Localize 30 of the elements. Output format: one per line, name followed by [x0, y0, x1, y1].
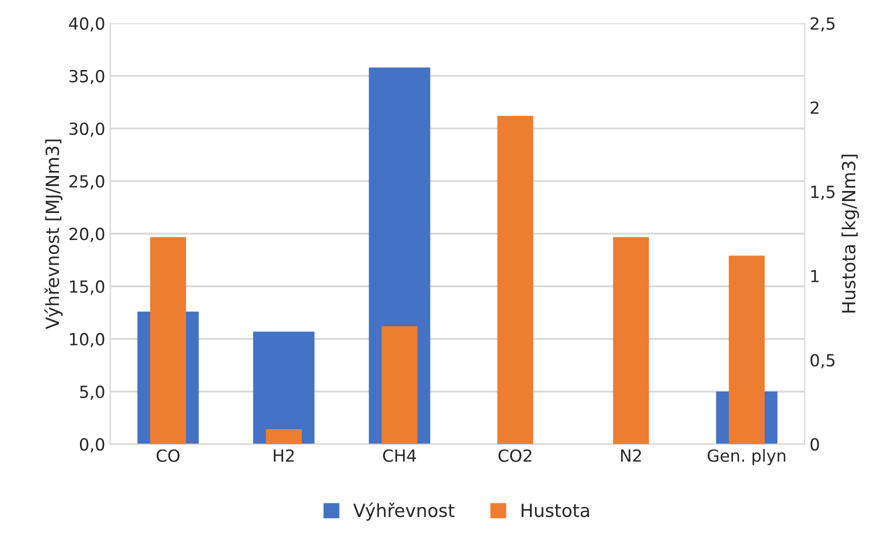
- x-tick-label: CO: [156, 449, 180, 462]
- y-tick-label: 35,0: [70, 70, 104, 84]
- x-tick-label: CH4: [383, 449, 416, 462]
- x-tick-label: CO2: [498, 449, 532, 462]
- y-tick-label: 0,0: [80, 438, 104, 452]
- y2-tick-label: 2: [810, 101, 818, 114]
- y-tick-label: 40,0: [69, 17, 104, 32]
- y2-tick-label: 0,5: [810, 354, 835, 368]
- y-axis-title: Výhřevnost [MJ/Nm3]: [44, 140, 63, 330]
- bar: [253, 332, 314, 444]
- y-tick-label: 15,0: [70, 280, 104, 295]
- bar: [382, 326, 418, 444]
- y-tick-label: 20,0: [69, 228, 104, 242]
- y-tick-label: 30,0: [70, 122, 104, 137]
- y-tick-label: 5,0: [80, 386, 104, 400]
- bar: [497, 116, 534, 444]
- x-tick-label: H2: [274, 449, 294, 462]
- x-tick-label: N2: [621, 449, 641, 462]
- y2-tick-label: 1: [811, 270, 819, 282]
- legend-label: Hustota: [522, 504, 589, 518]
- y2-tick-label: 0: [810, 438, 819, 451]
- legend-label: Výhřevnost: [353, 502, 454, 521]
- y-tick-label: 10,0: [70, 332, 104, 348]
- y2-axis-title: Hustota [kg/Nm3]: [842, 154, 860, 312]
- x-tick-label: Gen. plyn: [708, 449, 786, 466]
- bar: [613, 237, 649, 444]
- bar: [266, 429, 302, 444]
- y2-tick-label: 2,5: [810, 17, 835, 32]
- y-tick-label: 25,0: [69, 175, 104, 190]
- y2-tick-label: 1,5: [811, 186, 835, 200]
